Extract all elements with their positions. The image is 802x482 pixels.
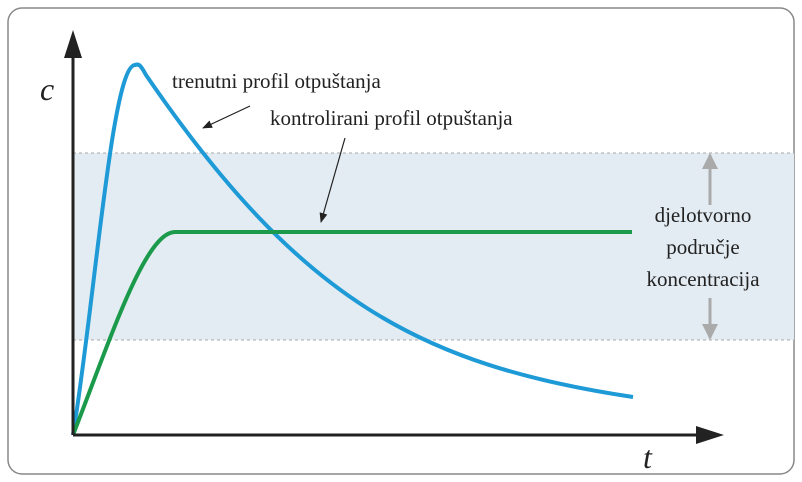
y-axis-label: c <box>40 71 54 107</box>
pointer-controlled <box>319 137 346 223</box>
band-label: područje <box>666 235 739 259</box>
pointer-immediate <box>202 105 251 129</box>
controlled-curve <box>71 230 632 436</box>
effective-band <box>73 153 794 340</box>
x-axis-label: t <box>643 439 653 475</box>
band-label: djelotvorno <box>655 203 752 227</box>
immediate-curve <box>71 62 634 436</box>
band-label: koncentracija <box>646 267 760 291</box>
curve-label: trenutni profil otpuštanja <box>172 69 381 93</box>
x-axis-arrow <box>696 426 724 444</box>
y-axis-arrow <box>64 30 82 58</box>
curve-label: kontrolirani profil otpuštanja <box>270 106 513 130</box>
